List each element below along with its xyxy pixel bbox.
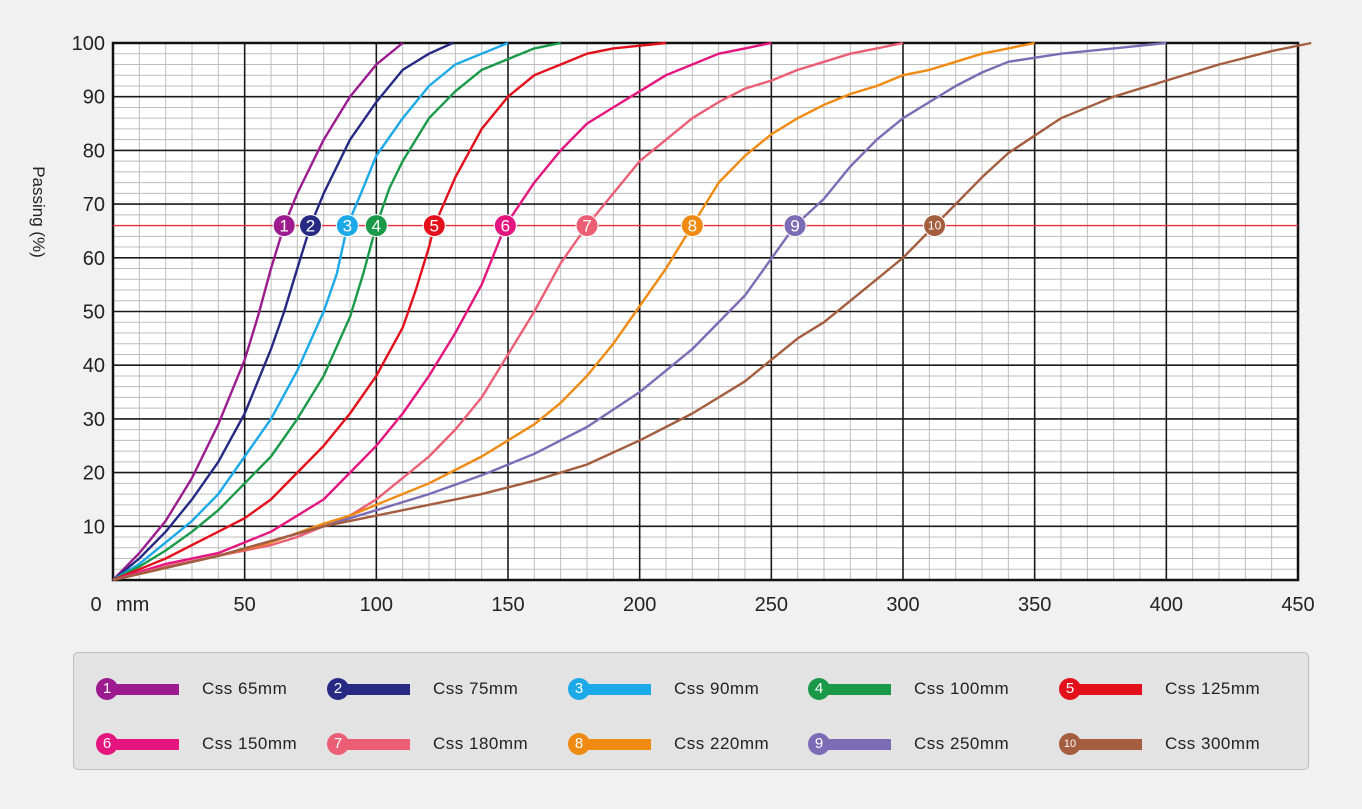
series-marker-label-7: 7 — [582, 217, 591, 236]
series-marker-10 — [923, 214, 947, 238]
series-line-5 — [112, 41, 667, 582]
legend-item-9: 9 Css 250mm — [808, 733, 1028, 759]
series-marker-7 — [575, 214, 599, 238]
series-marker-5 — [422, 214, 446, 238]
legend-label: Css 300mm — [1165, 734, 1261, 753]
legend-item-7: 7 Css 180mm — [327, 733, 547, 759]
plot-frame — [111, 41, 1300, 582]
series-marker-label-8: 8 — [688, 217, 697, 236]
legend-swatch — [819, 739, 891, 750]
legend-swatch — [338, 739, 410, 750]
series-marker-label-10: 10 — [928, 219, 942, 233]
legend-swatch — [819, 684, 891, 695]
y-tick-label: 90 — [83, 87, 105, 109]
series-marker-1 — [272, 214, 296, 238]
x-tick-label: 400 — [1150, 594, 1183, 616]
legend-label: Css 250mm — [914, 734, 1010, 753]
legend-badge: 3 — [568, 678, 590, 700]
legend-badge: 4 — [808, 678, 830, 700]
legend-label: Css 125mm — [1165, 679, 1261, 698]
x-tick-label: 350 — [1018, 594, 1051, 616]
legend-label: Css 75mm — [433, 679, 519, 698]
x-tick-label: 300 — [886, 594, 919, 616]
legend-badge: 9 — [808, 733, 830, 755]
y-tick-label: 40 — [83, 355, 105, 377]
legend-label: Css 100mm — [914, 679, 1010, 698]
legend-badge: 8 — [568, 733, 590, 755]
series-marker-6 — [493, 214, 517, 238]
y-tick-label: 70 — [83, 194, 105, 216]
x-tick-label: 150 — [491, 594, 524, 616]
series-line-3 — [112, 41, 509, 582]
series-line-7 — [112, 41, 904, 582]
y-tick-label: 10 — [83, 516, 105, 538]
series-marker-4 — [364, 214, 388, 238]
legend-item-10: 10 Css 300mm — [1059, 733, 1279, 759]
x-tick-label: 100 — [360, 594, 393, 616]
series-line-1 — [112, 42, 404, 581]
legend-label: Css 65mm — [202, 679, 288, 698]
x-tick-label: 250 — [755, 594, 788, 616]
y-tick-label: 20 — [83, 463, 105, 485]
legend-item-1: 1 Css 65mm — [96, 678, 316, 704]
series-marker-label-3: 3 — [343, 217, 352, 236]
legend-label: Css 220mm — [674, 734, 770, 753]
legend-label: Css 90mm — [674, 679, 760, 698]
x-axis-label: mm — [116, 594, 149, 616]
legend-item-3: 3 Css 90mm — [568, 678, 788, 704]
y-tick-label: 30 — [83, 409, 105, 431]
y-tick-label: 100 — [72, 33, 105, 55]
series-marker-label-6: 6 — [501, 217, 510, 236]
legend-swatch — [1070, 739, 1142, 750]
y-axis-label: Passing (%) — [29, 166, 48, 258]
series-line-8 — [112, 41, 1035, 582]
legend: 1 Css 65mm 2 Css 75mm 3 Css 90mm 4 Css 100mm 5 Cs… — [73, 652, 1309, 770]
legend-label: Css 180mm — [433, 734, 529, 753]
y-tick-label: 80 — [83, 140, 105, 162]
series-marker-2 — [299, 214, 322, 238]
series-marker-label-1: 1 — [279, 217, 288, 236]
y-tick-label: 50 — [83, 302, 105, 324]
legend-swatch — [107, 684, 179, 695]
legend-swatch — [579, 684, 651, 695]
series-line-4 — [112, 41, 561, 582]
legend-badge: 10 — [1059, 733, 1081, 755]
x-tick-label: 50 — [234, 594, 256, 616]
series-line-2 — [112, 41, 454, 581]
legend-badge: 5 — [1059, 678, 1081, 700]
series-line-9 — [112, 41, 1167, 582]
legend-label: Css 150mm — [202, 734, 298, 753]
x-tick-label: 200 — [623, 594, 656, 616]
legend-swatch — [338, 684, 410, 695]
legend-item-6: 6 Css 150mm — [96, 733, 316, 759]
legend-item-4: 4 Css 100mm — [808, 678, 1028, 704]
series-marker-8 — [680, 214, 704, 238]
legend-badge: 2 — [327, 678, 349, 700]
gradation-chart: 1 2 3 4 5 6 7 8 9 10 10 20 30 40 50 60 70 80 90 100 0 50 100 15… — [29, 33, 1315, 616]
series-marker-label-5: 5 — [430, 217, 439, 236]
series-marker-9 — [783, 214, 807, 238]
legend-swatch — [1070, 684, 1142, 695]
legend-swatch — [107, 739, 179, 750]
series-line-10 — [112, 41, 1312, 582]
legend-swatch — [579, 739, 651, 750]
x-tick-label: 450 — [1281, 594, 1314, 616]
legend-badge: 1 — [96, 678, 118, 700]
legend-badge: 6 — [96, 733, 118, 755]
legend-badge: 7 — [327, 733, 349, 755]
y-tick-label: 60 — [83, 248, 105, 270]
series-marker-label-9: 9 — [790, 217, 799, 236]
legend-item-2: 2 Css 75mm — [327, 678, 547, 704]
series-line-6 — [112, 41, 772, 582]
series-marker-label-2: 2 — [306, 217, 315, 236]
legend-item-5: 5 Css 125mm — [1059, 678, 1279, 704]
x-tick-label: 0 — [90, 594, 101, 616]
legend-item-8: 8 Css 220mm — [568, 733, 788, 759]
series-marker-label-4: 4 — [372, 217, 381, 236]
series-marker-3 — [335, 214, 359, 238]
